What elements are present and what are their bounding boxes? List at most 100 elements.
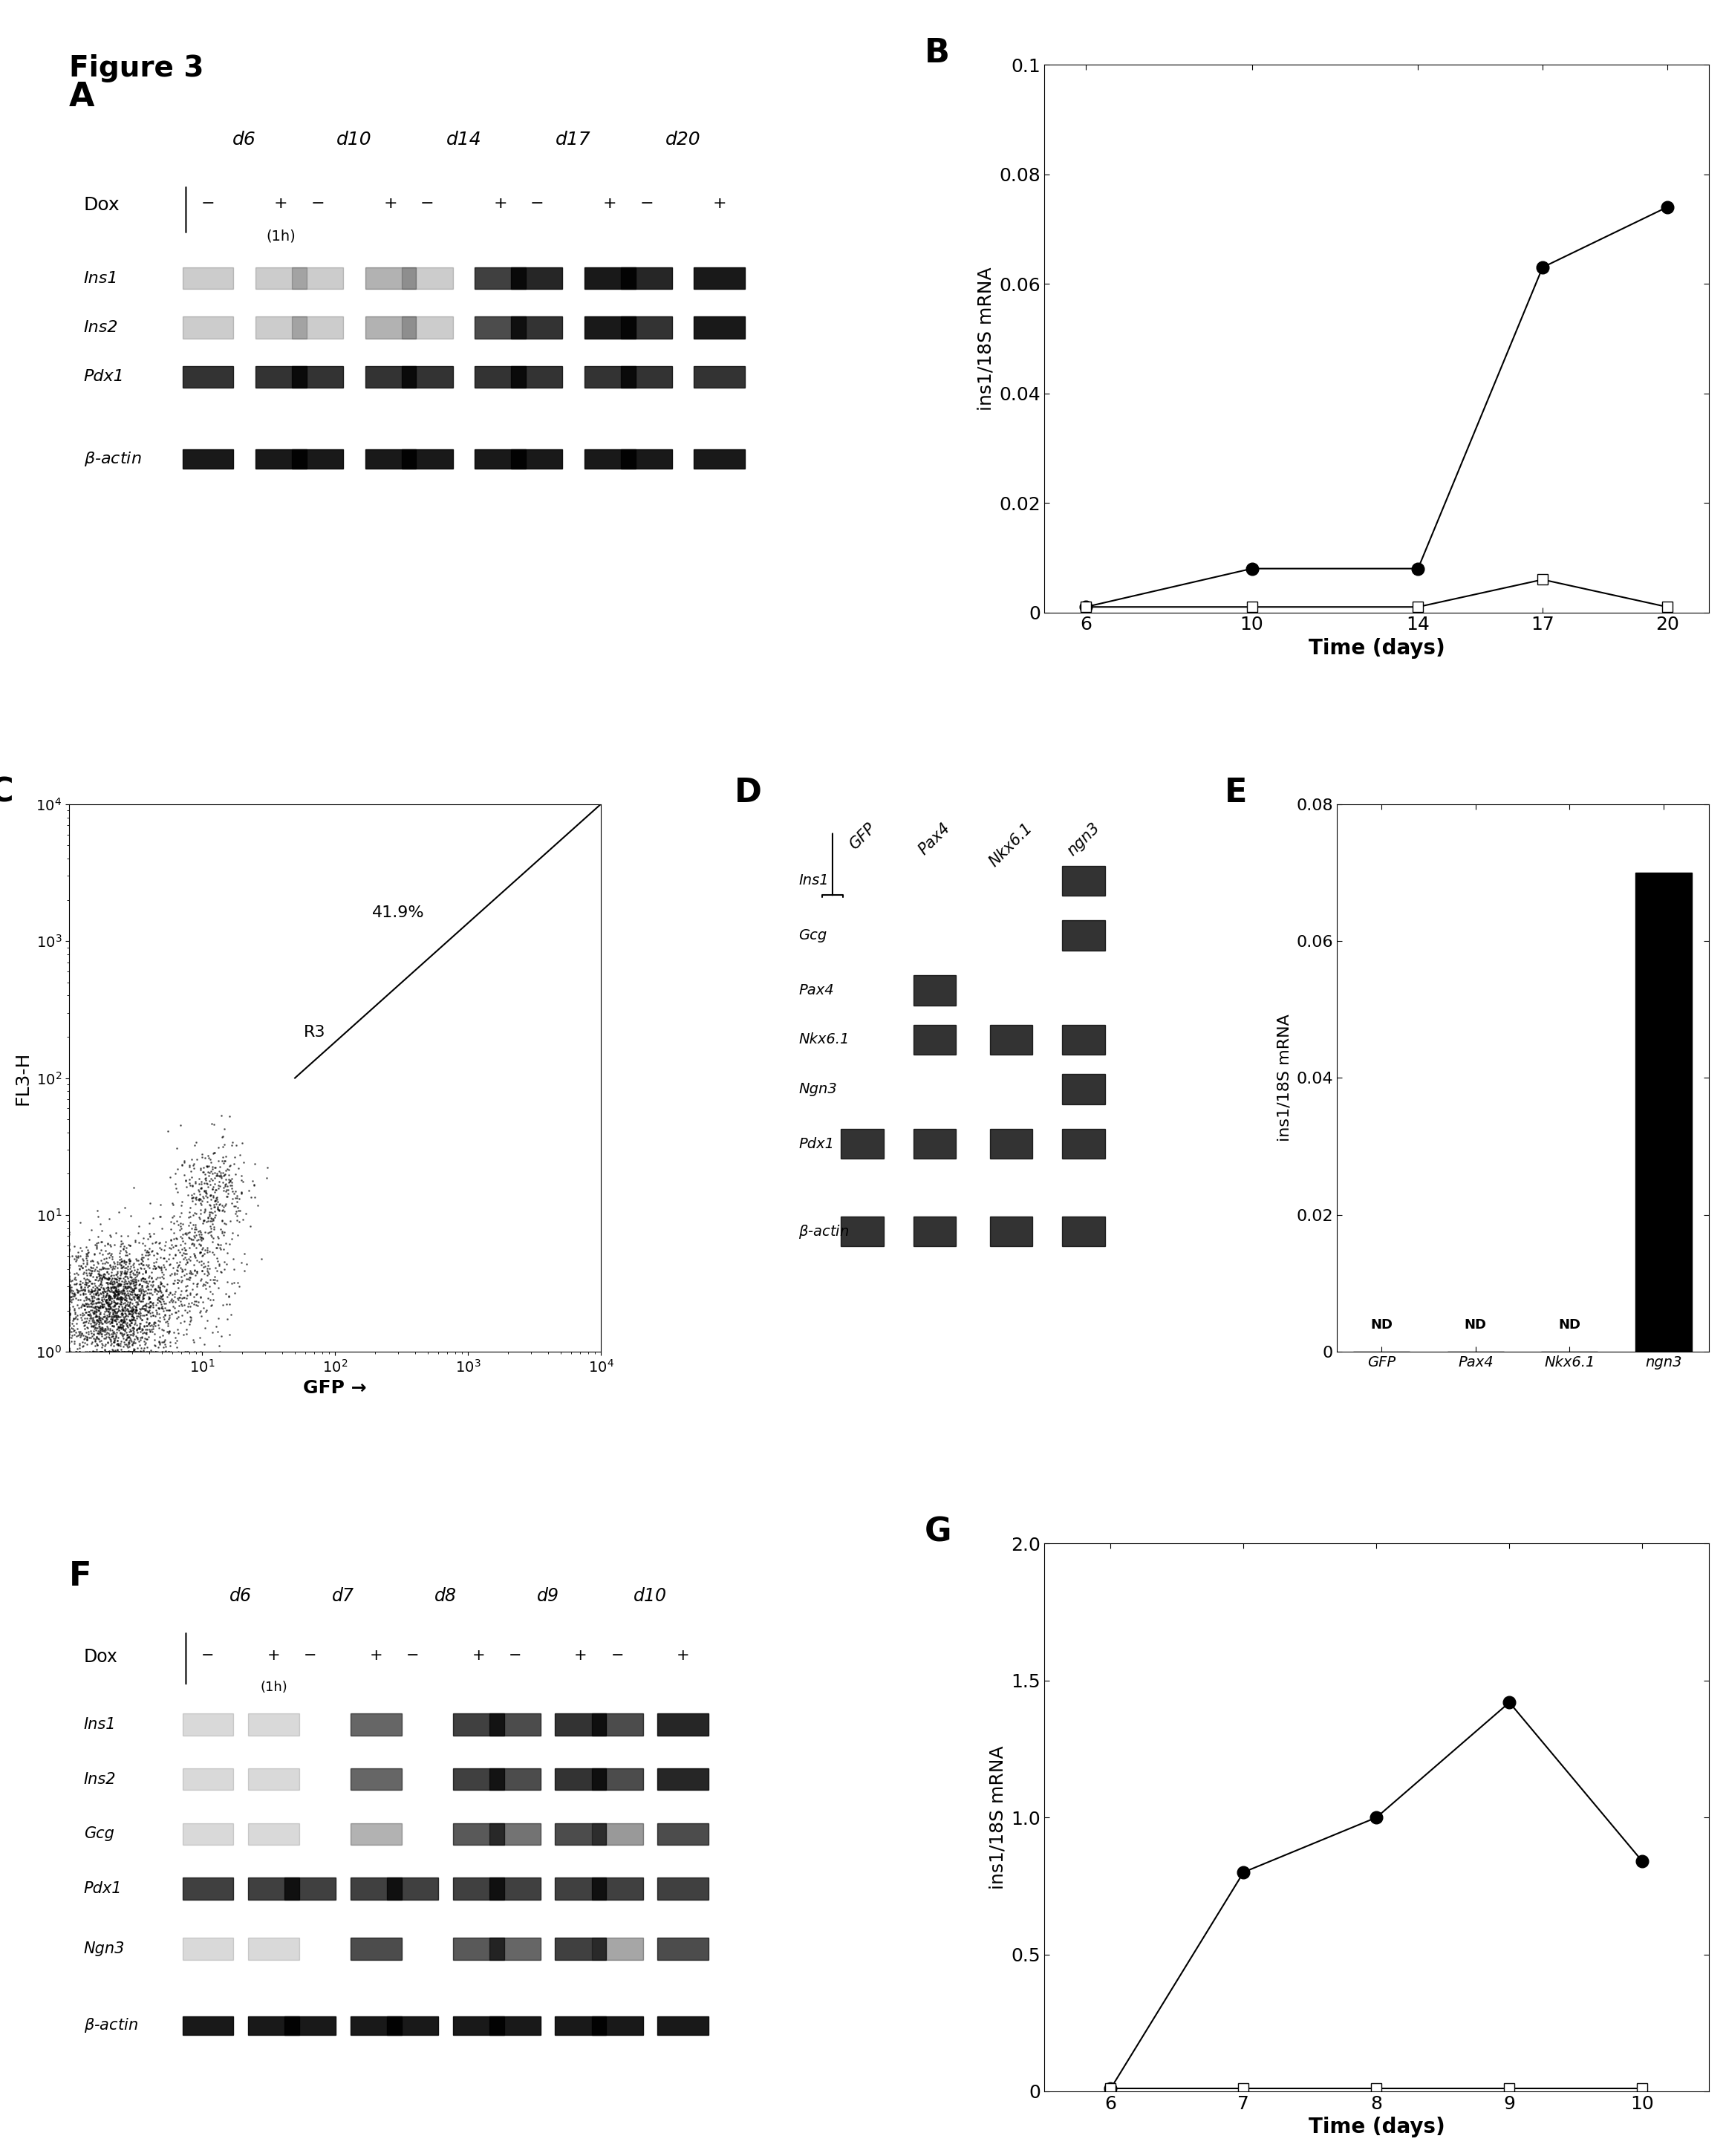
Point [143,1235,171,1270]
Point [198,1225,226,1259]
Point [76,1263,104,1298]
Point [126,1335,154,1369]
Point [104,1332,131,1367]
Point [100,1294,128,1328]
Point [142,1272,169,1307]
Point [219,1147,247,1181]
Point [121,1300,148,1335]
Point [207,1227,235,1261]
Point [152,1274,180,1309]
Point [140,1298,167,1332]
Point [207,1212,235,1246]
Bar [490,2016,540,2035]
Point [85,1272,112,1307]
Point [173,1296,200,1330]
Point [181,1128,209,1162]
Point [114,1298,142,1332]
Point [171,1253,198,1287]
Point [181,1238,209,1272]
Point [121,1335,148,1369]
Point [162,1274,190,1309]
Point [197,1210,224,1244]
Point [192,1194,219,1229]
Point [140,1287,167,1322]
Point [81,1335,109,1369]
Point [131,1287,159,1322]
Point [55,1307,83,1341]
Point [76,1222,104,1257]
Point [98,1304,126,1339]
Point [116,1242,143,1276]
Point [100,1279,128,1313]
Point [109,1315,136,1350]
Point [140,1304,167,1339]
Point [142,1272,169,1307]
Point [110,1246,138,1281]
Point [55,1255,83,1289]
Point [133,1322,161,1356]
Point [71,1289,98,1324]
Point [59,1263,86,1298]
Point [207,1097,235,1132]
Point [145,1274,173,1309]
Point [55,1272,83,1307]
Point [64,1272,91,1307]
Point [107,1250,135,1285]
Point [123,1289,150,1324]
Point [198,1173,226,1207]
Point [71,1255,98,1289]
Point [150,1233,178,1268]
Point [114,1311,142,1345]
Point [198,1179,226,1214]
Point [55,1302,83,1337]
Point [178,1181,205,1216]
Point [109,1283,136,1317]
Point [133,1270,161,1304]
Point [128,1335,155,1369]
Point [55,1298,83,1332]
Point [126,1311,154,1345]
Point [131,1255,159,1289]
Point [110,1335,138,1369]
Point [140,1248,167,1283]
Point [188,1238,216,1272]
Point [181,1238,209,1272]
Point [147,1274,174,1309]
Point [157,1335,185,1369]
Point [116,1244,143,1279]
Point [78,1309,105,1343]
Point [178,1212,205,1246]
Text: +: + [713,196,727,211]
Point [110,1335,138,1369]
Point [157,1259,185,1294]
Point [55,1298,83,1332]
Point [102,1298,129,1332]
Point [155,1315,183,1350]
Point [204,1158,231,1192]
Point [78,1279,105,1313]
Point [148,1268,176,1302]
Point [93,1319,121,1354]
Point [124,1279,152,1313]
Point [55,1304,83,1339]
Point [86,1244,114,1279]
Point [83,1192,110,1227]
Point [110,1324,138,1358]
Point [109,1285,136,1319]
Point [230,1164,257,1199]
Point [180,1281,207,1315]
Point [219,1188,247,1222]
Point [167,1263,195,1298]
Point [133,1294,161,1328]
Point [104,1281,131,1315]
Point [217,1222,245,1257]
Point [136,1216,164,1250]
Point [202,1166,230,1201]
Point [123,1322,150,1356]
Point [116,1285,143,1319]
Point [145,1291,173,1326]
Point [216,1287,243,1322]
Point [197,1287,224,1322]
Point [202,1184,230,1218]
Point [135,1281,162,1315]
